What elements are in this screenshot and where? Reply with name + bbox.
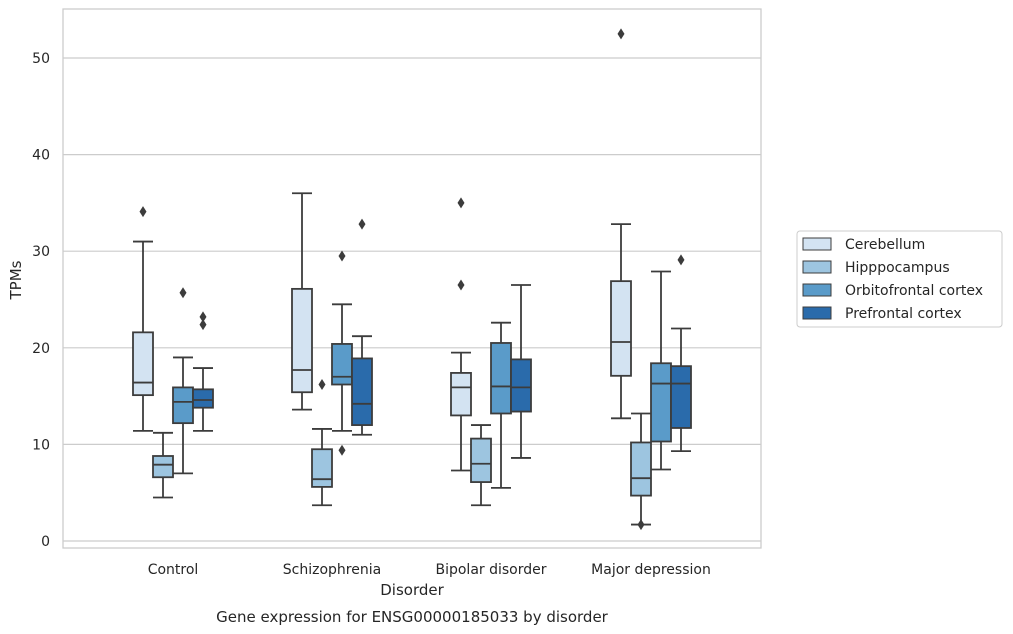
x-tick-label: Major depression bbox=[591, 562, 711, 578]
y-tick-label: 40 bbox=[32, 148, 50, 164]
outlier-point bbox=[179, 287, 187, 299]
y-tick-label: 10 bbox=[32, 437, 50, 453]
y-tick-label: 20 bbox=[32, 341, 50, 357]
x-tick-label: Bipolar disorder bbox=[435, 562, 546, 578]
outlier-point bbox=[637, 519, 645, 531]
box-iqr bbox=[490, 342, 512, 415]
box-iqr bbox=[470, 437, 492, 483]
legend-swatch bbox=[802, 237, 832, 251]
series-group bbox=[172, 250, 672, 489]
box-plot bbox=[192, 311, 214, 432]
legend-label: Orbitofrontal cortex bbox=[845, 283, 983, 299]
box-iqr bbox=[331, 343, 353, 386]
box-plot bbox=[470, 424, 492, 507]
legend-label: Cerebellum bbox=[845, 237, 925, 253]
box-plot bbox=[610, 28, 632, 420]
outlier-point bbox=[199, 311, 207, 323]
box-iqr bbox=[670, 365, 692, 429]
box-iqr bbox=[152, 455, 174, 479]
box-iqr bbox=[630, 441, 652, 497]
box-iqr bbox=[510, 358, 532, 413]
series-group bbox=[152, 379, 652, 531]
box-plot bbox=[450, 197, 472, 472]
box-plot bbox=[311, 379, 333, 507]
series-group bbox=[192, 218, 692, 459]
legend-label: Hipppocampus bbox=[845, 260, 950, 276]
box-iqr bbox=[172, 386, 194, 425]
box-iqr bbox=[311, 448, 333, 488]
x-tick-labels: Control Schizophrenia Bipolar disorder Majo… bbox=[148, 562, 711, 578]
outlier-point bbox=[358, 218, 366, 230]
box-iqr bbox=[610, 280, 632, 377]
legend-swatch bbox=[802, 306, 832, 320]
x-axis-label: Disorder bbox=[380, 581, 444, 599]
series-group bbox=[132, 28, 632, 472]
box-plot bbox=[132, 206, 154, 432]
y-tick-label: 0 bbox=[41, 534, 50, 550]
x-tick-label: Control bbox=[148, 562, 199, 578]
box-plot bbox=[331, 250, 353, 456]
box-iqr bbox=[650, 362, 672, 443]
plot-frame bbox=[62, 8, 762, 549]
box-plot bbox=[650, 270, 672, 471]
box-iqr bbox=[351, 357, 373, 426]
box-iqr bbox=[450, 372, 472, 417]
y-axis-label: TPMs bbox=[7, 260, 25, 300]
box-plot bbox=[670, 254, 692, 453]
outlier-point bbox=[617, 28, 625, 40]
y-tick-label: 50 bbox=[32, 51, 50, 67]
legend-item: Orbitofrontal cortex bbox=[802, 283, 983, 299]
box-iqr bbox=[132, 331, 154, 397]
box-plot bbox=[351, 218, 373, 436]
legend-item: Cerebellum bbox=[802, 237, 925, 253]
legend-item: Prefrontal cortex bbox=[802, 306, 962, 322]
box-groups bbox=[132, 28, 692, 531]
legend-item: Hipppocampus bbox=[802, 260, 950, 276]
legend-swatch bbox=[802, 283, 832, 297]
box-plot bbox=[490, 321, 512, 489]
outlier-point bbox=[677, 254, 685, 266]
box-iqr bbox=[291, 287, 313, 394]
y-tick-labels: 0 10 20 30 40 50 bbox=[32, 51, 50, 550]
chart-caption: Gene expression for ENSG00000185033 by d… bbox=[216, 608, 609, 626]
legend-label: Prefrontal cortex bbox=[845, 306, 962, 322]
legend: Cerebellum Hipppocampus Orbitofrontal cort… bbox=[796, 230, 1003, 328]
y-tick-label: 30 bbox=[32, 244, 50, 260]
outlier-point bbox=[457, 197, 465, 209]
box-plot bbox=[510, 284, 532, 459]
outlier-point bbox=[457, 279, 465, 291]
legend-swatch bbox=[802, 260, 832, 274]
outlier-point bbox=[338, 444, 346, 456]
outlier-point bbox=[318, 379, 326, 391]
box-iqr bbox=[192, 388, 214, 409]
outlier-point bbox=[199, 319, 207, 331]
legend-frame bbox=[796, 230, 1003, 328]
outlier-point bbox=[338, 250, 346, 262]
box-plot bbox=[152, 431, 174, 499]
box-plot bbox=[630, 412, 652, 531]
box-plot bbox=[172, 287, 194, 475]
outlier-point bbox=[139, 206, 147, 218]
grid-lines bbox=[63, 57, 761, 542]
x-tick-label: Schizophrenia bbox=[283, 562, 381, 578]
box-plot bbox=[291, 192, 313, 411]
